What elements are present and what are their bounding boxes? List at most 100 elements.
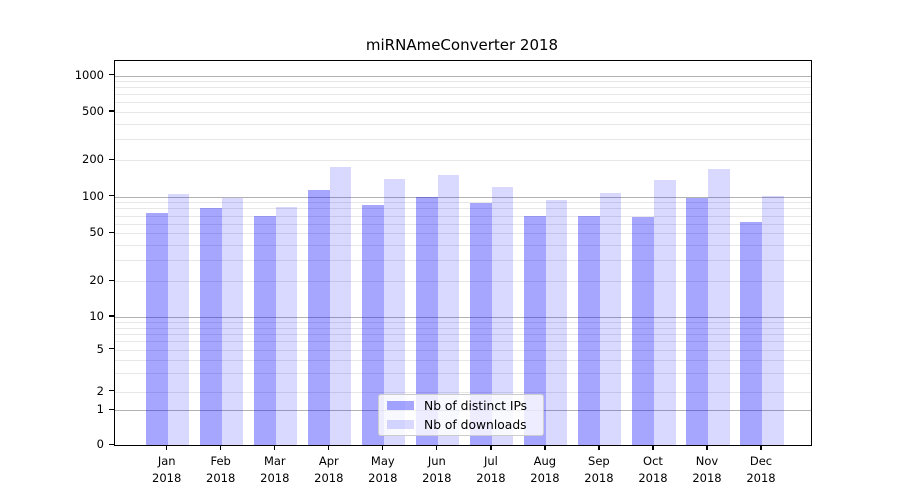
x-tick-mark [598,445,600,451]
gridline-minor [115,87,811,89]
legend-label-downloads: Nb of downloads [424,417,527,432]
y-tick-mark [109,158,114,160]
y-tick-label: 500 [82,104,104,118]
legend: Nb of distinct IPs Nb of downloads [378,394,544,436]
bar-downloads [654,180,676,445]
bar-distinct-ips [632,217,654,445]
bar-downloads [167,194,190,445]
bar-downloads [545,199,568,445]
gridline-minor [115,359,811,361]
bar-distinct-ips [200,208,222,445]
gridline-minor [115,327,811,329]
bar-downloads [708,168,730,445]
x-tick-label: Feb 2018 [206,454,236,485]
gridline-minor [115,333,811,335]
bar-distinct-ips [308,190,330,445]
gridline-major [115,196,811,198]
bar-downloads [491,186,514,445]
legend-swatch-distinct-ips [387,401,414,410]
y-tick-mark [109,348,114,350]
gridline-minor [115,373,811,375]
y-tick-label: 0 [96,437,104,452]
x-tick-label: May 2018 [368,454,398,485]
gridline-minor [115,202,811,204]
gridline-minor [115,233,811,235]
bar-downloads [599,192,622,445]
y-tick-mark [109,194,114,197]
gridline-minor [115,123,811,125]
bar-downloads [437,175,460,445]
y-tick-mark [109,315,114,317]
x-tick-mark [652,445,654,451]
gridline-minor [115,112,811,113]
y-tick-mark [109,408,114,410]
gridline-minor [115,322,811,323]
legend-item-downloads: Nb of downloads [379,417,543,433]
bar-distinct-ips [470,203,492,445]
x-tick-mark [544,445,546,451]
y-tick-label: 2 [96,383,104,398]
y-tick-label: 1 [96,402,104,417]
gridline-major [115,75,811,77]
bar-downloads [329,166,352,445]
gridline-minor [115,281,811,283]
gridline-minor [115,223,811,225]
y-tick-label: 5 [96,341,104,356]
x-tick-mark [490,445,492,451]
bar-downloads [221,197,244,445]
x-tick-label: Dec 2018 [746,454,776,485]
x-tick-mark [706,445,708,451]
y-tick-mark [109,279,114,281]
x-tick-mark [760,445,762,451]
y-tick-label: 10 [89,309,104,323]
legend-swatch-downloads [387,420,414,429]
gridline-minor [115,245,811,247]
gridline-minor [115,81,811,83]
y-tick-label: 50 [89,225,104,240]
bar-distinct-ips [524,216,546,445]
gridline-minor [115,391,811,393]
chart-title: miRNAmeConverter 2018 [365,36,559,54]
y-tick-label: 1000 [74,67,104,82]
y-tick-label: 200 [82,152,104,167]
x-tick-label: Nov 2018 [692,454,722,485]
bar-downloads [762,195,784,445]
gridline-minor [115,102,811,104]
y-tick-mark [109,74,114,76]
x-tick-label: Mar 2018 [260,454,290,485]
gridline-minor [115,94,811,96]
gridline-minor [115,341,811,343]
bar-downloads [275,207,298,445]
x-tick-mark [382,445,384,451]
y-tick-mark [109,443,114,446]
gridline-minor [115,260,811,262]
x-tick-label: Aug 2018 [530,454,560,485]
legend-label-distinct-ips: Nb of distinct IPs [424,398,528,413]
y-tick-mark [109,390,114,392]
gridline-major [115,317,811,318]
x-tick-label: Jan 2018 [152,454,182,485]
gridline-minor [115,215,811,217]
legend-item-distinct-ips: Nb of distinct IPs [379,398,543,414]
gridline-minor [115,138,811,140]
bar-distinct-ips [686,198,708,445]
bar-distinct-ips [146,213,168,445]
bar-distinct-ips [416,197,438,445]
x-tick-label: Jun 2018 [422,454,452,485]
x-tick-label: Jul 2018 [476,454,506,485]
gridline-minor [115,160,811,162]
y-tick-label: 20 [89,273,104,288]
x-tick-mark [274,445,276,451]
bar-distinct-ips [578,216,600,445]
gridline-minor [115,349,811,351]
x-tick-label: Apr 2018 [314,454,344,485]
x-tick-mark [436,445,438,451]
x-tick-label: Oct 2018 [638,454,668,485]
x-tick-label: Sep 2018 [584,454,614,485]
bar-distinct-ips [740,221,762,445]
x-tick-mark [220,445,222,451]
gridline-minor [115,208,811,210]
y-tick-mark [109,110,114,112]
bar-distinct-ips [362,204,384,445]
